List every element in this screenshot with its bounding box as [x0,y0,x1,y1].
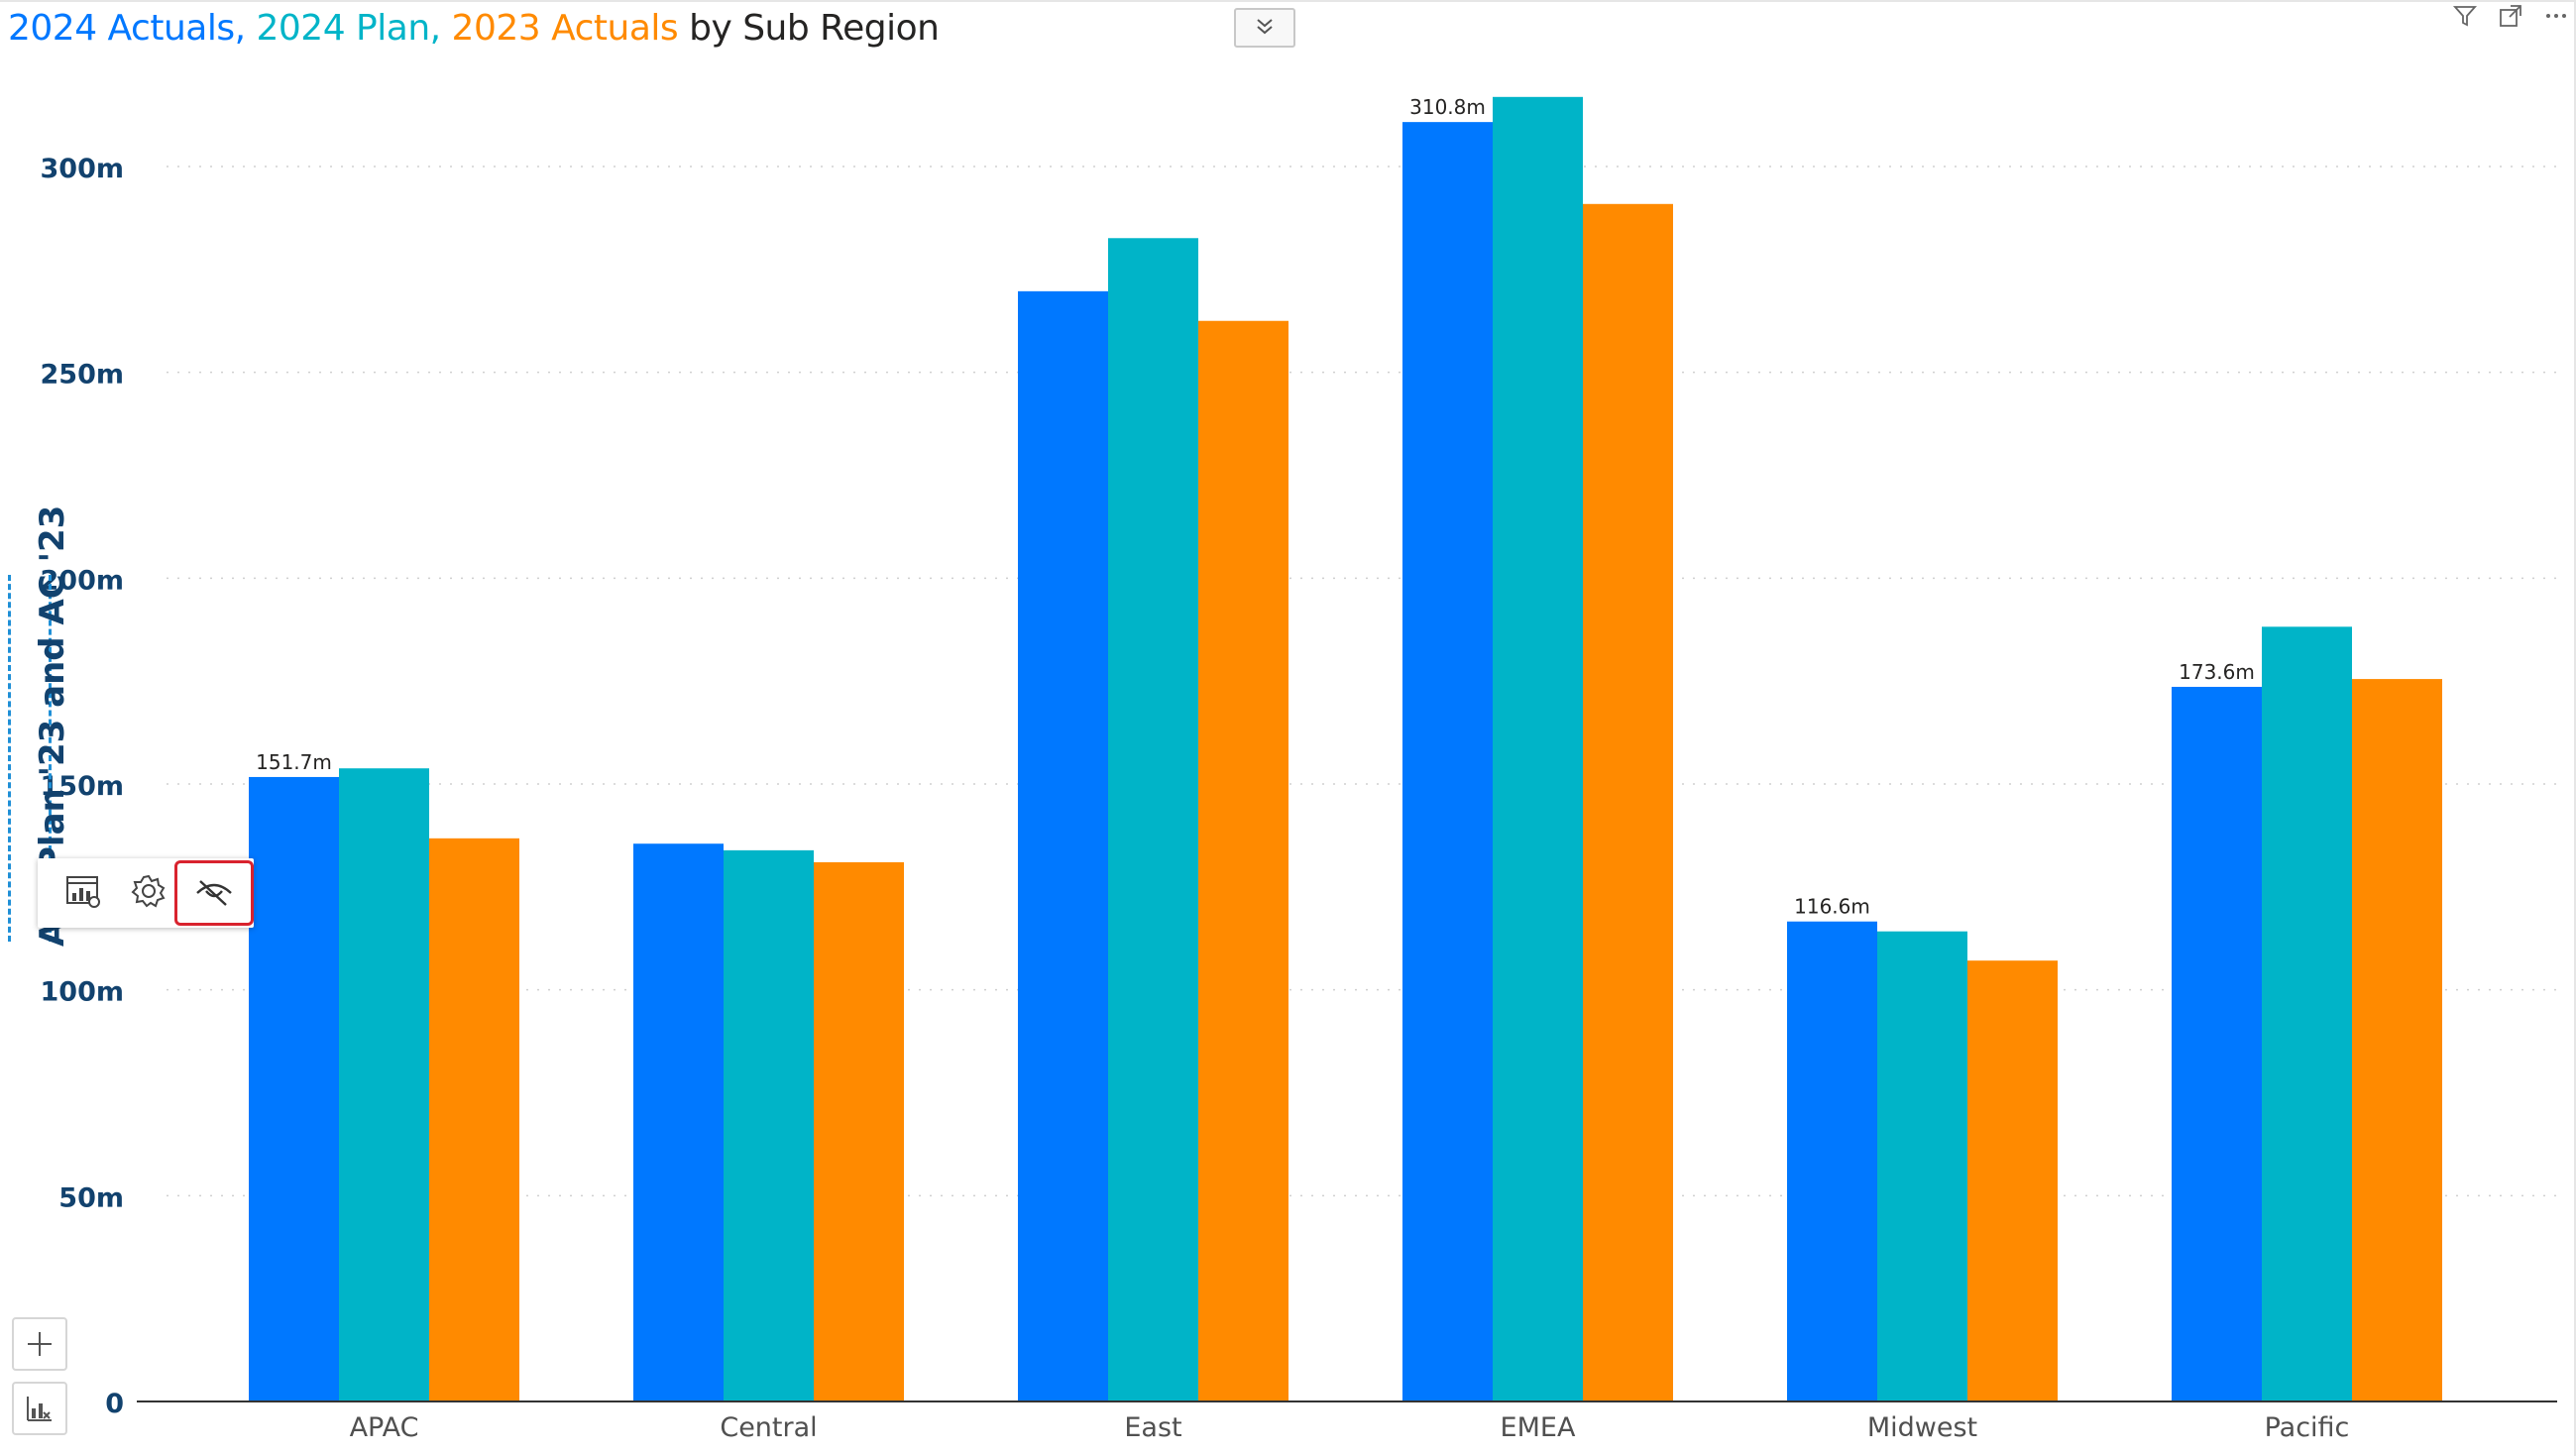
data-labels: 151.7m 310.8m 116.6m 173.6m [256,95,2255,919]
title-part-by-sub-region: by Sub Region [689,8,940,49]
y-tick-label: 50m [58,1182,124,1213]
chart-type-icon [27,1397,52,1421]
x-category-label: Midwest [1867,1412,1977,1443]
axes: 0 50m 100m 150m 200m 250m 300m APAC Central East E… [41,154,2557,1443]
hide-eye-slash-icon [196,880,232,906]
bar-central-2024-plan[interactable] [724,849,814,1401]
bar-emea-2024-plan[interactable] [1493,96,1583,1401]
y-tick-label: 300m [41,154,125,184]
title-part-2023-actuals: 2023 Actuals [451,8,679,49]
chart-settings-button[interactable] [52,858,115,924]
x-category-label: Pacific [2265,1412,2350,1443]
y-tick-label: 100m [41,977,125,1008]
y-tick-label: 150m [41,771,125,802]
bar-apac-2024-actuals[interactable] [249,776,339,1401]
x-category-label: Central [720,1412,817,1443]
bar-midwest-2023-actuals[interactable] [1967,960,2058,1401]
chart-type-button[interactable] [12,1382,67,1435]
focus-mode-icon[interactable] [2497,2,2524,30]
x-category-label: EMEA [1501,1412,1576,1443]
chart-title: 2024 Actuals, 2024 Plan, 2023 Actuals by… [8,8,940,49]
add-icon [28,1332,52,1356]
data-label: 151.7m [256,750,332,774]
floating-toolbar [38,858,254,928]
more-options-icon[interactable] [2542,2,2570,30]
add-button[interactable] [12,1317,67,1371]
bar-apac-2024-plan[interactable] [339,768,429,1401]
bar-midwest-2024-actuals[interactable] [1787,921,1877,1401]
bar-emea-2024-actuals[interactable] [1402,122,1493,1401]
chevron-double-down-icon [1257,19,1273,35]
settings-button[interactable] [117,858,180,924]
collapse-button[interactable] [1234,8,1295,48]
data-label: 310.8m [1409,95,1486,119]
bar-east-2024-actuals[interactable] [1018,290,1108,1402]
title-part-2024-actuals: 2024 Actuals, [8,8,246,49]
bar-emea-2023-actuals[interactable] [1583,203,1673,1402]
visual-header [2451,0,2570,32]
y-tick-label: 250m [41,360,125,391]
x-category-label: APAC [350,1412,419,1443]
data-label: 173.6m [2179,660,2255,684]
y-tick-label: 200m [41,565,125,596]
title-part-2024-plan: 2024 Plan, [256,8,442,49]
y-tick-label: 0 [105,1389,124,1419]
bar-pacific-2023-actuals[interactable] [2352,679,2442,1401]
bar-central-2023-actuals[interactable] [814,861,904,1401]
y-axis-title-selection[interactable] [8,575,52,942]
filter-icon[interactable] [2451,2,2479,30]
bar-east-2024-plan[interactable] [1108,238,1198,1401]
bar-midwest-2024-plan[interactable] [1877,931,1967,1401]
bar-apac-2023-actuals[interactable] [429,838,519,1401]
bar-pacific-2024-actuals[interactable] [2172,686,2262,1401]
bars [249,96,2442,1402]
x-category-label: East [1124,1412,1181,1443]
gear-icon [131,874,166,908]
hide-button[interactable] [174,860,254,926]
bar-east-2023-actuals[interactable] [1198,320,1288,1401]
bar-central-2024-actuals[interactable] [633,843,724,1401]
bar-pacific-2024-plan[interactable] [2262,626,2352,1401]
data-label: 116.6m [1794,895,1870,919]
chart-settings-icon [66,876,100,908]
